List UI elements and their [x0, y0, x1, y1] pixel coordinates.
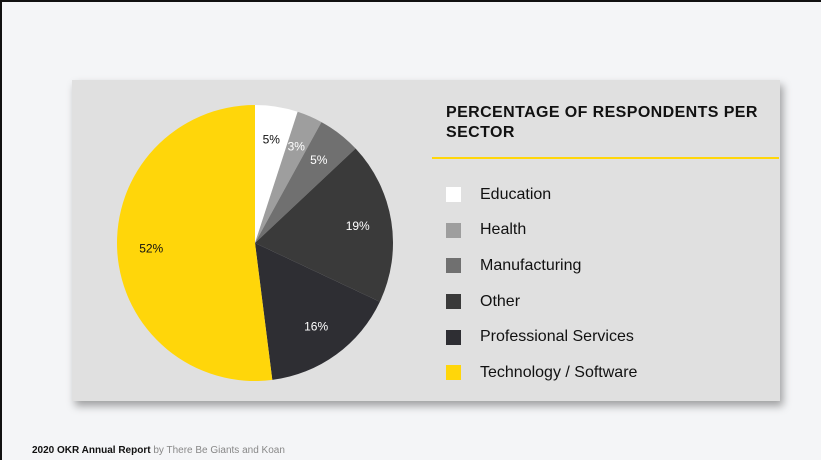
- pie-value-label: 19%: [346, 219, 370, 233]
- legend-swatch: [446, 222, 461, 238]
- legend-label: Education: [480, 185, 552, 203]
- legend-swatch: [446, 365, 461, 381]
- pie-slice-education: [255, 105, 298, 243]
- title-underline: [432, 157, 779, 159]
- legend-swatch: [446, 258, 461, 274]
- footer-credit: by There Be Giants and Koan: [153, 445, 285, 456]
- chart-legend: Education Health Manufacturing Other Profess…: [446, 177, 637, 391]
- legend-label: Health: [480, 221, 527, 239]
- chart-title: PERCENTAGE OF RESPONDENTS PER SECTOR: [446, 104, 758, 141]
- pie-value-label: 5%: [310, 153, 328, 167]
- pie-value-label: 52%: [139, 242, 163, 256]
- pie-value-label: 3%: [288, 140, 306, 154]
- footer: 2020 OKR Annual Report by There Be Giant…: [32, 445, 285, 456]
- legend-item: Professional Services: [446, 319, 637, 355]
- legend-swatch: [446, 294, 461, 310]
- legend-item: Technology / Software: [446, 355, 637, 391]
- pie-slice-technology-software: [117, 104, 273, 381]
- legend-label: Professional Services: [480, 328, 634, 346]
- legend-swatch: [446, 329, 461, 345]
- legend-label: Technology / Software: [480, 363, 638, 381]
- legend-item: Manufacturing: [446, 248, 637, 284]
- footer-report-title: 2020 OKR Annual Report: [32, 445, 151, 456]
- pie-slice-other: [255, 148, 393, 302]
- legend-label: Manufacturing: [480, 256, 582, 274]
- pie-value-label: 16%: [304, 319, 328, 333]
- pie-slice-professional-services: [255, 243, 380, 380]
- legend-label: Other: [480, 292, 521, 310]
- pie-value-label: 5%: [263, 132, 281, 146]
- legend-swatch: [446, 187, 461, 203]
- legend-item: Health: [446, 213, 637, 249]
- legend-item: Education: [446, 177, 637, 213]
- pie-slice-manufacturing: [255, 122, 356, 243]
- pie-slice-health: [255, 111, 322, 243]
- legend-item: Other: [446, 284, 637, 320]
